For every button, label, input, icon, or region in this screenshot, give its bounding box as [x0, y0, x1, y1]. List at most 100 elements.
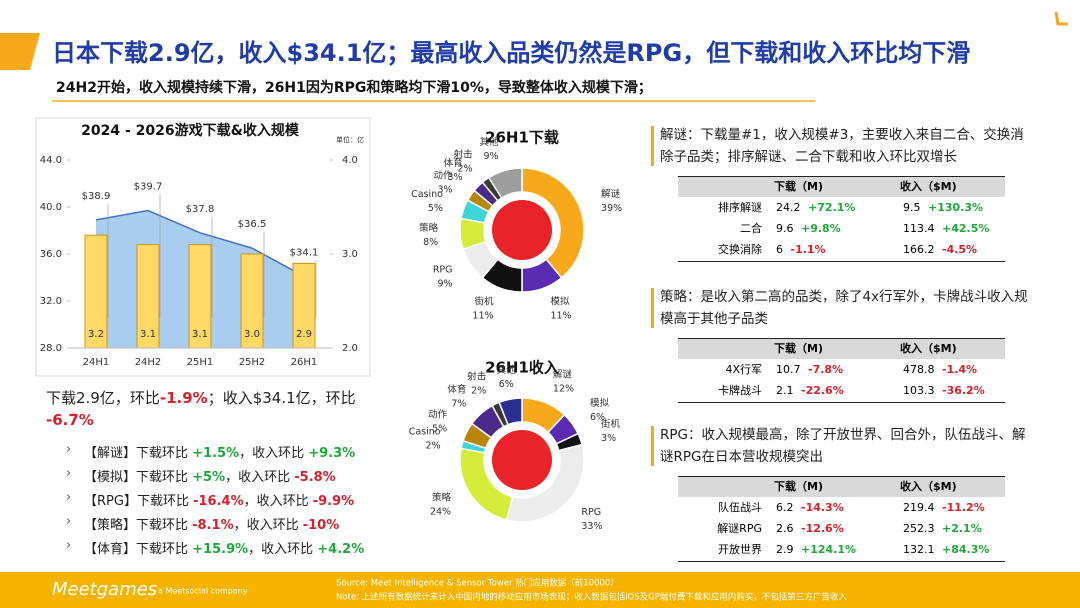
bullet-arrow: ›: [66, 514, 72, 529]
pie-title: 26H1收入: [485, 359, 559, 377]
cell-change: +42.5%: [942, 222, 990, 235]
pie-title: 26H1下载: [485, 129, 559, 147]
pie-value: 11%: [472, 311, 493, 322]
cell-change: +9.8%: [801, 222, 841, 235]
row-name: 排序解谜: [678, 198, 762, 218]
header-text: 下载（M): [774, 180, 823, 193]
pie-value: 7%: [451, 398, 466, 409]
cell-value: 9.5: [903, 201, 921, 214]
bullet-arrow: ›: [66, 466, 72, 481]
cell-change: -1.4%: [942, 363, 978, 376]
cell-value: 9.6: [776, 222, 794, 235]
y2-tick-label: 2.0: [342, 343, 358, 354]
pie-value: 3%: [437, 184, 452, 195]
header-cell: 下载（M): [774, 177, 823, 197]
cell-value: 2.1: [776, 384, 794, 397]
cell-value: 24.2: [776, 201, 801, 214]
pie-value: 9%: [437, 279, 452, 290]
table-header: 下载（M) 收入（$M): [678, 176, 1005, 197]
pie-label: 解谜: [553, 368, 573, 380]
row-name: 解谜RPG: [678, 519, 762, 539]
row-name: 卡牌战斗: [678, 381, 762, 401]
bullet-part: +9.3%: [308, 446, 356, 461]
pie-value: 5%: [432, 423, 447, 434]
bullet-text: 【模拟】下载环比 +5%，收入环比 -5.8%: [84, 466, 336, 485]
corner-mark: [1054, 11, 1068, 26]
table-header: 下载（M) 收入（$M): [678, 338, 1005, 359]
bullet-part: 【解谜】下载环比: [84, 446, 193, 461]
value-cell: 132.1 +84.3%: [903, 540, 989, 560]
value-cell: 2.9 +124.1%: [776, 540, 856, 560]
bullet-part: +5%: [192, 470, 226, 485]
pie-label: 射击: [467, 370, 486, 382]
summary: 下载2.9亿，环比-1.9%；收入$34.1亿，环比 -6.7%: [46, 387, 366, 431]
unit-label: 单位：亿: [336, 135, 364, 144]
pie-value: 2%: [426, 441, 441, 452]
bullet-part: ，收入环比: [248, 542, 318, 557]
value-cell: 10.7 -7.8%: [776, 360, 843, 380]
bullet-arrow: ›: [66, 442, 72, 457]
cell-value: 113.4: [903, 222, 935, 235]
pie-label: 其他: [497, 364, 517, 376]
pie-value: 8%: [423, 237, 438, 248]
bullet-text: 【RPG】下载环比 -16.4%，收入环比 -9.9%: [84, 490, 354, 509]
cell-value: 2.6: [776, 522, 794, 535]
value-cell: 103.3 -36.2%: [903, 381, 985, 401]
row-name: 开放世界: [678, 540, 762, 560]
cell-change: -14.3%: [801, 501, 844, 514]
cell-change: -1.1%: [790, 243, 826, 256]
bullet-part: 【模拟】下载环比: [84, 470, 193, 485]
bar-label: 3.1: [192, 329, 208, 340]
value-cell: 2.6 -12.6%: [776, 519, 844, 539]
pie-value: 9%: [483, 151, 498, 162]
value-cell: 252.3 +2.1%: [903, 519, 982, 539]
header-cell: 下载（M): [774, 339, 823, 359]
bullet-part: 【体育】下载环比: [84, 542, 193, 557]
header-text: 下载（M): [774, 342, 823, 355]
y-tick-label: 44.0: [40, 155, 62, 166]
x-tick-label: 25H1: [187, 357, 214, 368]
area-label: $34.1: [290, 247, 319, 258]
pie-label: 动作: [428, 408, 448, 420]
area-label: $38.9: [82, 191, 111, 202]
table-note: RPG：收入规模最高，除了开放世界、回合外，队伍战斗、解谜RPG在日本营收规模突…: [660, 424, 1028, 468]
bullet-part: +15.9%: [192, 542, 249, 557]
bullet-part: 【策略】下载环比: [84, 518, 193, 533]
row-name: 4X行军: [678, 360, 762, 380]
pie-label: 街机: [475, 296, 495, 308]
pie-label: 模拟: [590, 397, 610, 409]
bullet-part: 【RPG】下载环比: [84, 494, 194, 509]
pie-value: 3%: [448, 172, 463, 183]
pie-slice: [487, 167, 523, 199]
bullet-part: -10%: [302, 518, 340, 533]
header-cell: 收入（$M): [900, 477, 957, 497]
cell-change: -22.6%: [801, 384, 844, 397]
cell-change: +124.1%: [801, 543, 857, 556]
table-note: 解谜：下载量#1，收入规模#3，主要收入来自二合、交换消除子品类；排序解谜、二合…: [660, 124, 1028, 168]
source: Source: Meet Intelligence & Sensor Tower…: [336, 578, 619, 589]
bullet-part: -9.9%: [312, 494, 355, 509]
y2-tick-label: 3.0: [342, 249, 358, 260]
note-text: 策略：是收入第二高的品类，除了4x行军外，卡牌战斗收入规模高于其他子品类: [660, 289, 1028, 327]
pie-slice: [498, 397, 523, 426]
bullet-text: 【体育】下载环比 +15.9%，收入环比 +4.2%: [84, 538, 364, 557]
tagline: a Meetsocial company: [158, 587, 248, 596]
logo: Meetgames: [52, 579, 157, 600]
note-text: 解谜：下载量#1，收入规模#3，主要收入来自二合、交换消除子品类；排序解谜、二合…: [660, 127, 1024, 165]
bar-label: 3.2: [88, 329, 104, 340]
pie-center: [492, 430, 552, 490]
header-cell: 收入（$M): [900, 339, 957, 359]
area-label: $39.7: [134, 182, 163, 193]
note-text: RPG：收入规模最高，除了开放世界、回合外，队伍战斗、解谜RPG在日本营收规模突…: [660, 427, 1026, 465]
cell-value: 132.1: [903, 543, 935, 556]
cell: 二合: [740, 222, 762, 235]
cell-value: 478.8: [903, 363, 935, 376]
pie-label: 策略: [432, 492, 452, 504]
y-tick-label: 36.0: [40, 249, 62, 260]
table-rule: [678, 561, 1005, 562]
pie-label: Casino: [409, 427, 441, 438]
cell-value: 6.2: [776, 501, 794, 514]
summary-part: -6.7%: [46, 411, 94, 429]
table-header: 下载（M) 收入（$M): [678, 476, 1005, 497]
cell-value: 219.4: [903, 501, 935, 514]
